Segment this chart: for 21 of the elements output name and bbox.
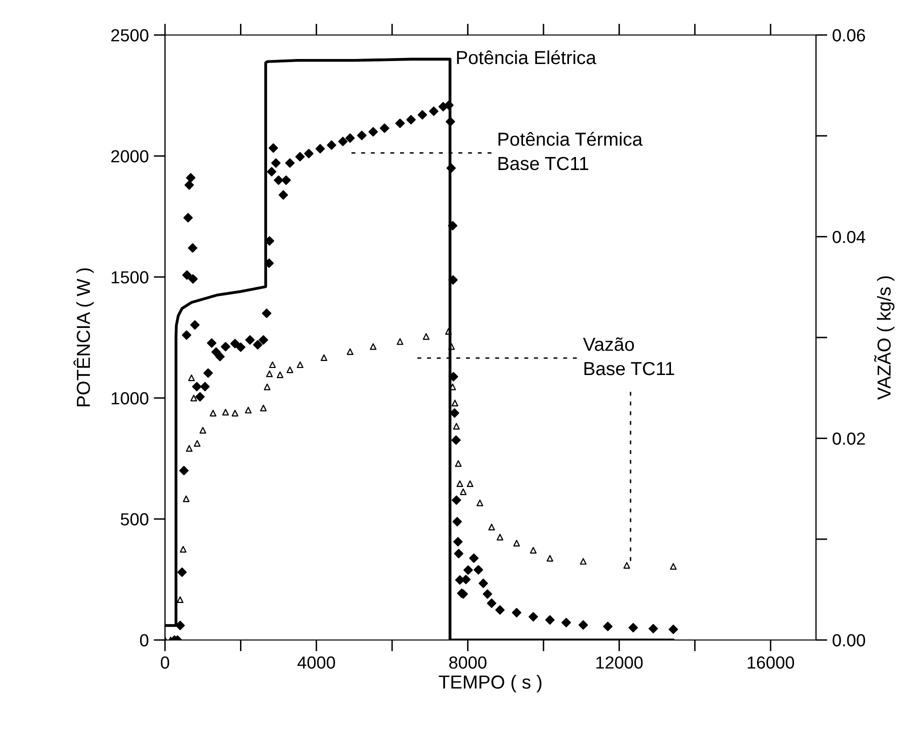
annotation: Potência Térmica Base TC11 (498, 132, 643, 170)
y-tick-label: 2000 (111, 150, 148, 162)
y-tick-label: 1000 (112, 392, 148, 404)
y-tick-label: 500 (120, 513, 148, 526)
y2-tick-label: 0.02 (832, 432, 865, 445)
y2-tick-label: 0.06 (832, 29, 865, 42)
y2-axis-title: VAZÃO ( kg/s ) (874, 276, 894, 400)
x-axis-title: TEMPO ( s ) (438, 674, 542, 692)
y-tick-label: 1500 (112, 271, 148, 284)
x-tick-label: 4000 (297, 656, 336, 669)
y-tick-label: 2500 (111, 29, 148, 42)
annotation: Vazão Base TC11 (583, 337, 674, 376)
y2-tick-label: 0.04 (832, 230, 866, 244)
y2-tick-label: 0.00 (832, 634, 866, 646)
x-tick-label: 16000 (748, 656, 794, 669)
x-tick-label: 0 (160, 656, 170, 669)
y-tick-label: 0 (140, 634, 148, 646)
x-tick-label: 8000 (449, 656, 486, 669)
x-tick-label: 12000 (596, 656, 643, 669)
y-axis-title: POTÊNCIA ( W ) (73, 268, 94, 406)
annotation: Potência Elétrica (457, 50, 596, 64)
